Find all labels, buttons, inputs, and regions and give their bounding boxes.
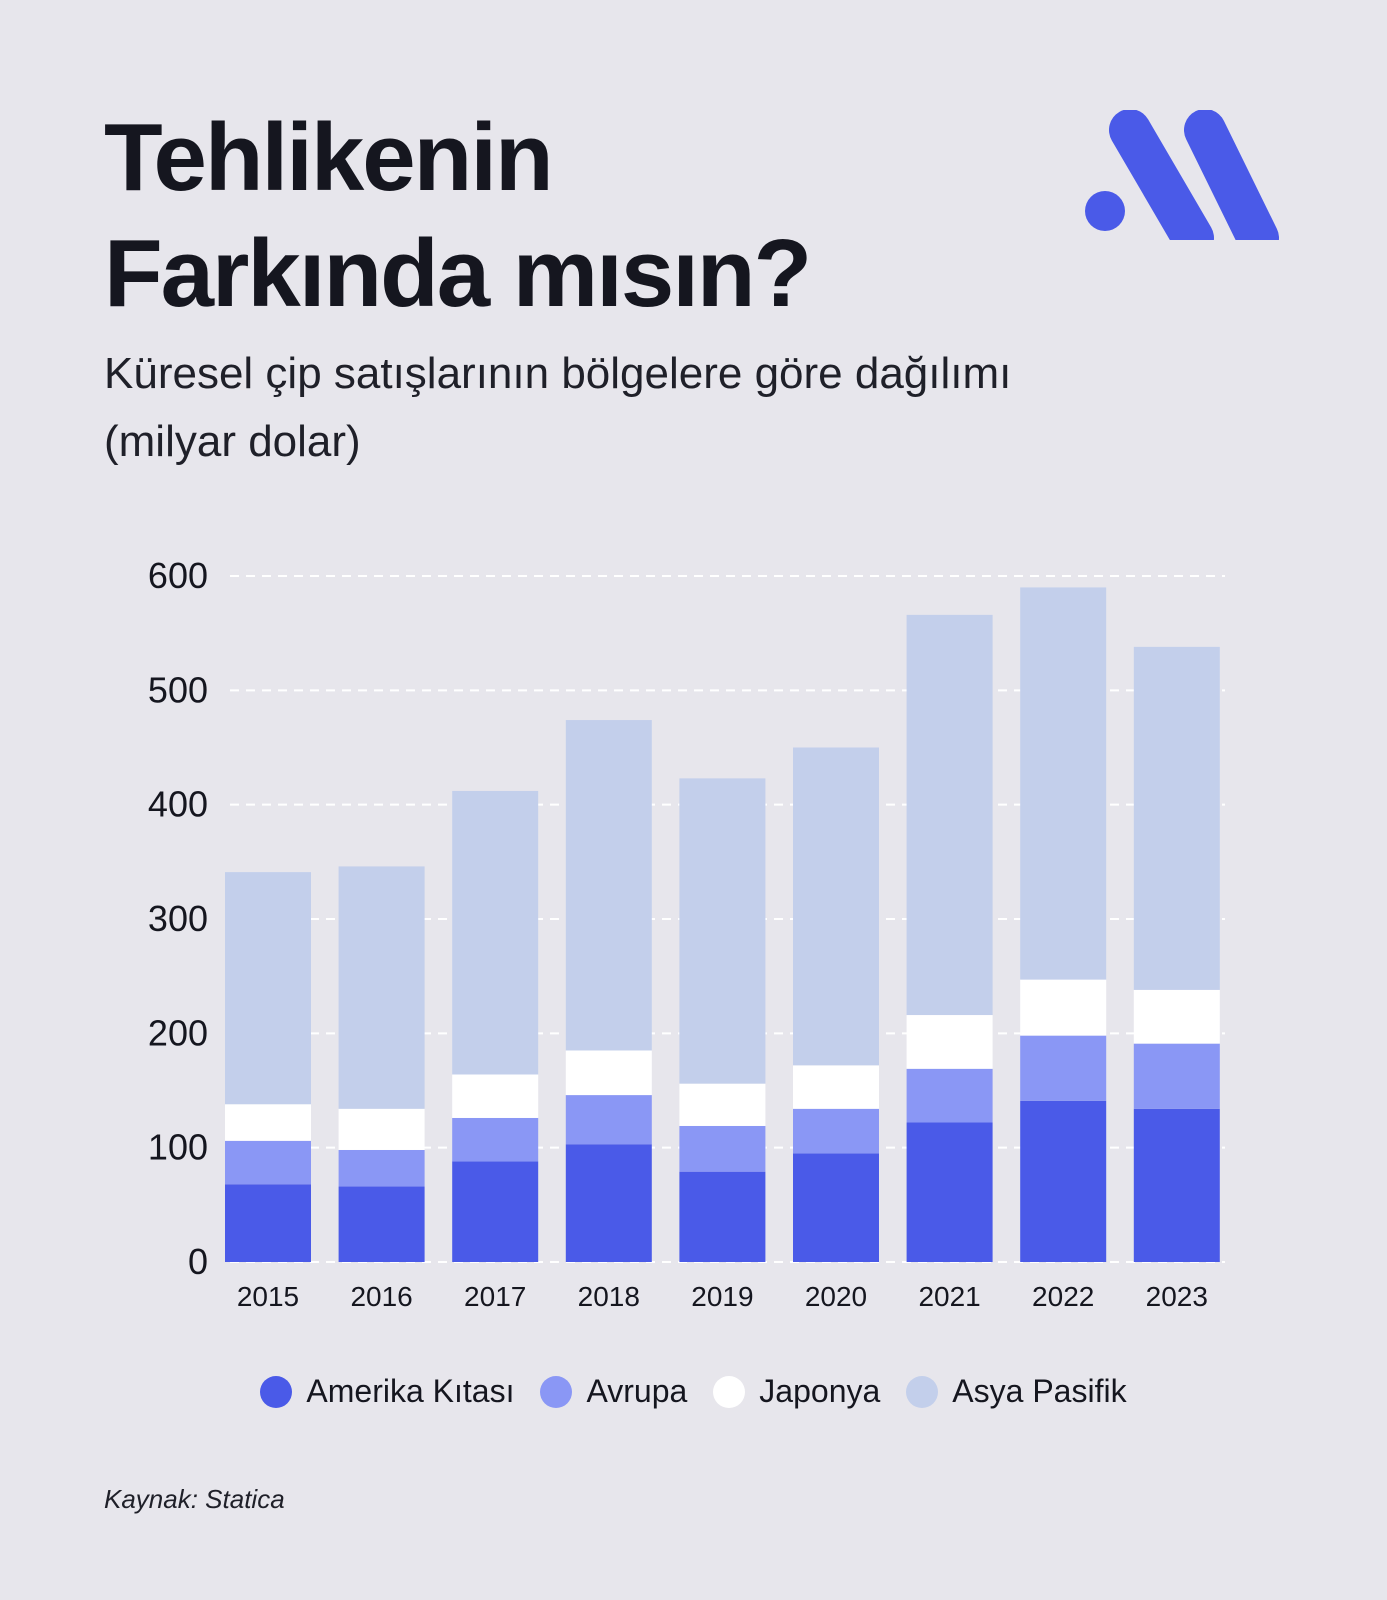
- bar-segment: [679, 1083, 766, 1126]
- bar-segment: [225, 1140, 311, 1185]
- source-note: Kaynak: Statica: [104, 1484, 285, 1514]
- bar-segment: [1020, 587, 1107, 980]
- bar-segment: [338, 866, 425, 1109]
- chart-legend: Amerika Kıtası Avrupa Japonya Asya Pasifik: [0, 1373, 1387, 1410]
- bar-segment: [679, 778, 766, 1084]
- chart-title: Tehlikenin Farkında mısın?: [104, 100, 812, 332]
- bar-stack-2018: [565, 720, 652, 1262]
- legend-swatch: [713, 1375, 746, 1408]
- bar-segment: [679, 1171, 766, 1262]
- logo-dot: [1085, 191, 1125, 231]
- bar-segment: [793, 1153, 879, 1262]
- bar-segment: [793, 1108, 879, 1154]
- brand-logo-icon: [1080, 109, 1280, 259]
- legend-swatch: [260, 1375, 293, 1408]
- y-tick-label: 600: [148, 555, 208, 596]
- bar-stack-2017: [452, 790, 539, 1262]
- subtitle-line-1: Küresel çip satışlarının bölgelere göre …: [104, 349, 1012, 398]
- bar-segment: [565, 1095, 652, 1145]
- y-tick-label: 100: [148, 1127, 208, 1168]
- bar-segment: [1133, 989, 1220, 1044]
- legend-label: Amerika Kıtası: [306, 1373, 515, 1409]
- bar-segment: [225, 1104, 311, 1141]
- bar-segment: [225, 872, 311, 1105]
- x-tick-label: 2019: [691, 1281, 753, 1312]
- bar-segment: [1020, 1035, 1107, 1101]
- bar-segment: [906, 1068, 993, 1123]
- bar-segment: [679, 1125, 766, 1172]
- logo-stroke-2: [1184, 109, 1279, 259]
- bar-segment: [565, 1050, 652, 1096]
- bar-stack-2021: [906, 614, 993, 1262]
- bar-segment: [906, 1122, 993, 1262]
- legend-label: Japonya: [759, 1373, 881, 1409]
- bar-segment: [452, 1117, 539, 1162]
- bar-segment: [452, 1161, 539, 1262]
- legend-item: Amerika Kıtası: [260, 1373, 514, 1410]
- bar-segment: [565, 720, 652, 1051]
- bar-segment: [452, 790, 539, 1075]
- subtitle-line-2: (milyar dolar): [104, 417, 361, 466]
- x-tick-label: 2023: [1146, 1281, 1208, 1312]
- bar-segment: [338, 1186, 425, 1262]
- bar-stack-2016: [338, 866, 425, 1262]
- bar-segment: [1133, 646, 1220, 990]
- bar-segment: [793, 747, 879, 1066]
- legend-item: Asya Pasifik: [906, 1373, 1127, 1410]
- logo-stroke-1: [1109, 109, 1214, 259]
- bar-segment: [1133, 1043, 1220, 1109]
- legend-swatch: [906, 1375, 939, 1408]
- x-tick-label: 2015: [237, 1281, 299, 1312]
- y-tick-label: 400: [148, 784, 208, 825]
- bar-stack-2022: [1020, 587, 1107, 1262]
- title-line-1: Tehlikenin: [104, 104, 554, 211]
- bar-stack-2015: [225, 872, 311, 1262]
- x-tick-label: 2016: [350, 1281, 412, 1312]
- bar-segment: [338, 1108, 425, 1150]
- legend-label: Asya Pasifik: [952, 1373, 1127, 1409]
- bar-segment: [1020, 979, 1107, 1036]
- x-tick-label: 2018: [578, 1281, 640, 1312]
- bar-segment: [225, 1184, 311, 1262]
- bar-segment: [906, 614, 993, 1016]
- legend-item: Avrupa: [540, 1373, 687, 1410]
- x-tick-label: 2022: [1032, 1281, 1094, 1312]
- chart-subtitle: Küresel çip satışlarının bölgelere göre …: [104, 340, 1154, 476]
- bar-stack-2020: [793, 747, 879, 1262]
- title-line-2: Farkında mısın?: [104, 220, 812, 327]
- y-tick-label: 0: [188, 1241, 208, 1282]
- bar-segment: [906, 1015, 993, 1069]
- bar-segment: [565, 1144, 652, 1262]
- legend-item: Japonya: [713, 1373, 880, 1410]
- legend-swatch: [540, 1375, 573, 1408]
- bar-segment: [1020, 1100, 1107, 1262]
- bar-segment: [452, 1074, 539, 1118]
- bar-segment: [793, 1065, 879, 1109]
- legend-label: Avrupa: [586, 1373, 688, 1409]
- bar-segment: [1133, 1108, 1220, 1262]
- bar-stack-2019: [679, 778, 766, 1262]
- bar-segment: [338, 1149, 425, 1187]
- y-tick-label: 500: [148, 669, 208, 710]
- x-tick-label: 2020: [805, 1281, 867, 1312]
- y-tick-label: 200: [148, 1012, 208, 1053]
- bar-stack-2023: [1133, 646, 1220, 1262]
- x-tick-label: 2021: [918, 1281, 980, 1312]
- x-tick-label: 2017: [464, 1281, 526, 1312]
- y-tick-label: 300: [148, 898, 208, 939]
